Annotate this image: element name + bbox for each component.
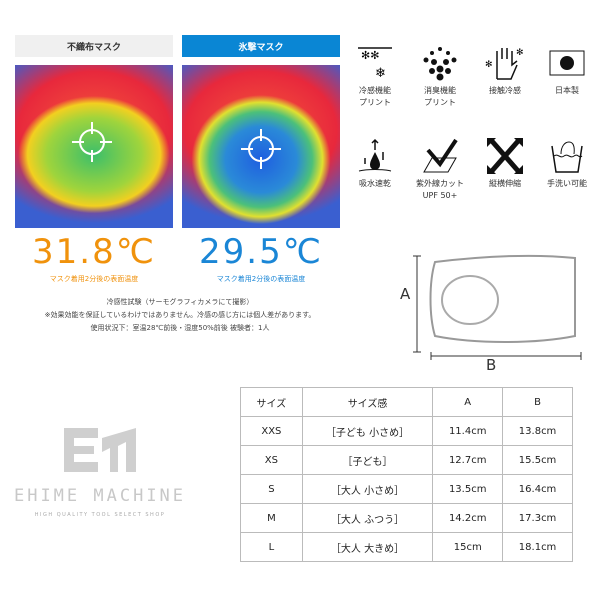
nonwoven-thermal-image xyxy=(15,65,173,228)
nonwoven-caption: マスク着用2分後の表面温度 xyxy=(49,275,139,283)
cell: L xyxy=(240,532,303,562)
feature-stretch: 縦横伸縮 xyxy=(475,138,535,190)
feature-label: 吸水速乾 xyxy=(359,179,391,188)
cell: ［子ども］ xyxy=(301,445,434,475)
feature-label: 消臭機能 プリント xyxy=(424,86,456,107)
nonwoven-temperature: 31.8℃ xyxy=(32,232,156,272)
cell: 17.3cm xyxy=(502,503,573,533)
table-row: XS ［子ども］ 12.7cm 15.5cm xyxy=(240,445,573,475)
note-line: ※効果効能を保証しているわけではありません。冷感の感じ方には個人差があります。 xyxy=(44,311,316,319)
cool-touch-hand-icon: ✻✻ xyxy=(485,48,524,80)
logo-name: EHIME MACHINE xyxy=(13,486,187,506)
feature-label: 紫外線カット UPF 50+ xyxy=(416,179,464,200)
cell: M xyxy=(240,503,303,533)
test-notes: 冷感性試験（サーモグラフィカメラにて撮影） ※効果効能を保証しているわけではあり… xyxy=(0,296,360,335)
table-row: S ［大人 小さめ］ 13.5cm 16.4cm xyxy=(240,474,573,504)
em-logo-icon xyxy=(64,428,136,472)
deodorant-dots-icon xyxy=(423,47,457,81)
mask-dimension-diagram xyxy=(413,254,582,360)
table-header-row: サイズ サイズ感 A B xyxy=(240,387,573,417)
feature-label: 縦横伸縮 xyxy=(489,179,521,188)
svg-text:✻✻: ✻✻ xyxy=(361,49,379,62)
snowflake-icon: ✻✻ ❄ xyxy=(358,47,392,81)
size-table: サイズ サイズ感 A B XXS ［子ども 小さめ］ 11.4cm 13.8cm XS… xyxy=(240,387,573,562)
hyogeki-thermal-image xyxy=(182,65,340,228)
uv-cut-icon xyxy=(423,138,458,173)
feature-label: 手洗い可能 xyxy=(547,179,587,188)
svg-text:❄: ❄ xyxy=(375,66,386,81)
hyogeki-mask-label: 氷撃マスク xyxy=(182,35,340,57)
cell: 16.4cm xyxy=(502,474,573,504)
hyogeki-temperature: 29.5℃ xyxy=(199,232,323,272)
logo-tagline: HIGH QUALITY TOOL SELECT SHOP xyxy=(34,512,166,518)
cell: XS xyxy=(240,445,303,475)
feature-cooling-print: ✻✻ ❄ 冷感機能 プリント xyxy=(345,45,405,109)
table-row: M ［大人 ふつう］ 14.2cm 17.3cm xyxy=(240,503,573,533)
feature-cool-touch: ✻ ✻ 接触冷感 xyxy=(475,45,535,97)
dimension-b-label: B xyxy=(486,356,497,374)
cell: 14.2cm xyxy=(432,503,504,533)
cell: ［大人 ふつう］ xyxy=(301,503,434,533)
ehime-machine-logo: EHIME MACHINE HIGH QUALITY TOOL SELECT S… xyxy=(0,428,200,518)
cell: XXS xyxy=(240,416,303,446)
cell: 11.4cm xyxy=(432,416,504,446)
cell: 13.8cm xyxy=(502,416,573,446)
cell: 18.1cm xyxy=(502,532,573,562)
feature-label: 日本製 xyxy=(555,86,579,95)
cell: S xyxy=(240,474,303,504)
cell: ［子ども 小さめ］ xyxy=(301,416,434,446)
japan-flag-icon xyxy=(549,50,585,76)
cell: ［大人 小さめ］ xyxy=(301,474,434,504)
feature-label: 冷感機能 プリント xyxy=(359,86,391,107)
dimension-a-label: A xyxy=(400,285,411,303)
svg-text:✻: ✻ xyxy=(485,60,493,70)
svg-text:✻: ✻ xyxy=(516,48,524,58)
cell: 12.7cm xyxy=(432,445,504,475)
table-row: XXS ［子ども 小さめ］ 11.4cm 13.8cm xyxy=(240,416,573,446)
feature-deodorant-print: 消臭機能 プリント xyxy=(410,45,470,109)
header-a: A xyxy=(432,387,504,417)
feature-uv-cut: 紫外線カット UPF 50+ xyxy=(410,138,470,202)
table-row: L ［大人 大きめ］ 15cm 18.1cm xyxy=(240,532,573,562)
crosshair-icon xyxy=(72,122,112,162)
crosshair-icon xyxy=(241,129,281,169)
stretch-arrows-icon xyxy=(487,138,523,174)
cell: 15.5cm xyxy=(502,445,573,475)
feature-label: 接触冷感 xyxy=(489,86,521,95)
cell: 15cm xyxy=(432,532,504,562)
header-size: サイズ xyxy=(240,387,303,417)
header-b: B xyxy=(502,387,573,417)
hyogeki-caption: マスク着用2分後の表面温度 xyxy=(216,275,306,283)
header-fit: サイズ感 xyxy=(301,387,434,417)
water-absorb-icon xyxy=(358,138,392,172)
feature-hand-wash: 手洗い可能 xyxy=(537,138,597,190)
note-line: 使用状況下：室温28℃前後・湿度50%前後 被験者：1人 xyxy=(90,324,270,332)
cell: ［大人 大きめ］ xyxy=(301,532,434,562)
feature-made-in-japan: 日本製 xyxy=(537,45,597,97)
feature-quick-dry: 吸水速乾 xyxy=(345,138,405,190)
nonwoven-mask-label: 不織布マスク xyxy=(15,35,173,57)
note-line: 冷感性試験（サーモグラフィカメラにて撮影） xyxy=(106,298,254,306)
hand-wash-icon xyxy=(551,141,583,173)
cell: 13.5cm xyxy=(432,474,504,504)
